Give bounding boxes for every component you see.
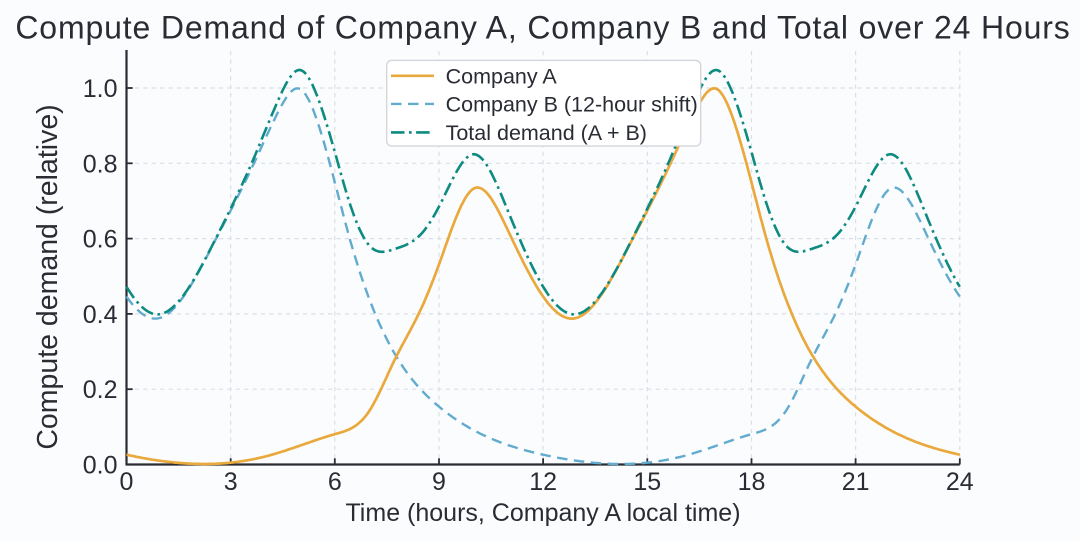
svg-text:15: 15 xyxy=(633,468,661,496)
svg-text:Company B (12-hour shift): Company B (12-hour shift) xyxy=(446,92,698,116)
svg-text:Time (hours, Company A local t: Time (hours, Company A local time) xyxy=(345,499,740,527)
svg-text:Compute demand (relative): Compute demand (relative) xyxy=(32,104,64,449)
svg-text:12: 12 xyxy=(529,468,557,496)
svg-text:6: 6 xyxy=(328,468,342,496)
svg-text:Compute Demand of Company A, C: Compute Demand of Company A, Company B a… xyxy=(15,10,1070,46)
svg-text:0.8: 0.8 xyxy=(83,150,118,178)
svg-text:0.0: 0.0 xyxy=(83,452,118,480)
svg-text:24: 24 xyxy=(946,468,974,496)
svg-text:0.2: 0.2 xyxy=(83,376,118,404)
svg-text:18: 18 xyxy=(738,468,766,496)
svg-text:21: 21 xyxy=(842,468,870,496)
svg-text:Total demand (A + B): Total demand (A + B) xyxy=(446,121,647,145)
svg-text:9: 9 xyxy=(432,468,446,496)
svg-text:Company A: Company A xyxy=(446,64,558,88)
svg-text:0.4: 0.4 xyxy=(83,301,118,329)
svg-text:1.0: 1.0 xyxy=(83,75,118,103)
svg-text:0: 0 xyxy=(120,468,134,496)
svg-text:3: 3 xyxy=(224,468,238,496)
svg-text:0.6: 0.6 xyxy=(83,226,118,254)
